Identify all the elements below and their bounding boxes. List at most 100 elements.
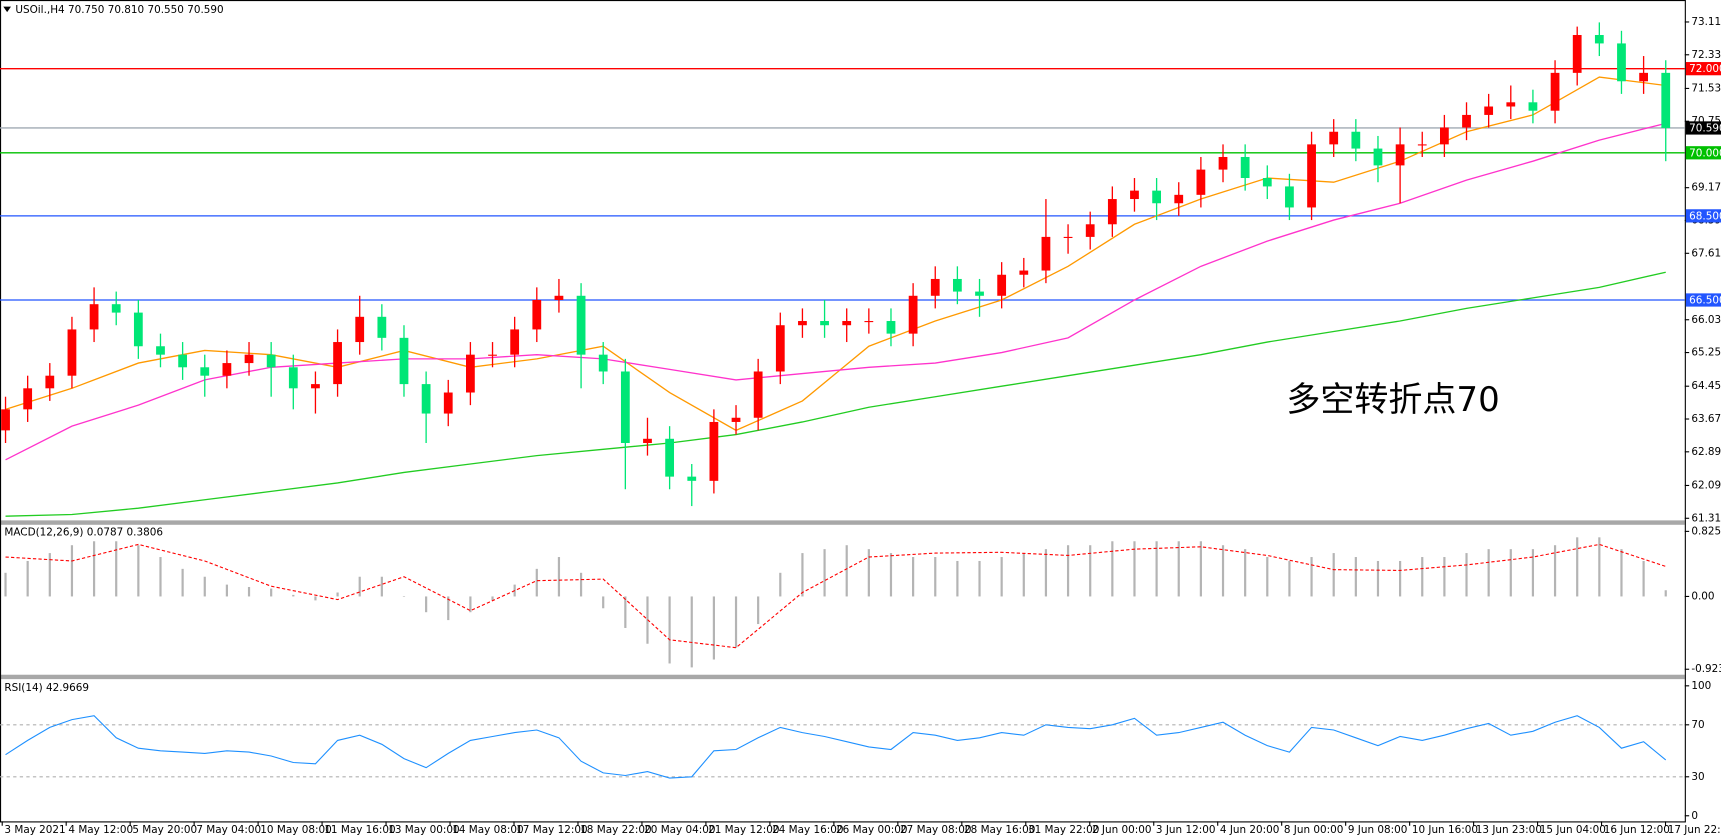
level-label-text: 68.500: [1689, 210, 1721, 222]
candle-body: [1594, 35, 1604, 44]
x-tick-label: 4 May 12:00: [68, 824, 133, 836]
candle-body: [1240, 156, 1250, 179]
macd-histogram-bar: [734, 596, 738, 648]
macd-histogram-bar: [247, 586, 251, 597]
macd-histogram-bar: [1155, 541, 1158, 597]
candle-body: [930, 278, 940, 296]
macd-histogram-bar: [801, 553, 804, 597]
macd-histogram-bar: [1000, 557, 1003, 597]
x-tick-label: 3 May 2021: [4, 824, 65, 836]
x-tick-label: 27 May 08:00: [900, 824, 971, 836]
macd-histogram-bar: [624, 596, 627, 628]
candle-body: [1152, 190, 1162, 204]
macd-histogram-bar: [889, 553, 893, 597]
x-tick-label: 18 May 22:00: [580, 824, 651, 836]
annotation: 多空转折点70: [1286, 380, 1499, 420]
candle-body: [1262, 178, 1272, 187]
level-label-text: 70.000: [1689, 147, 1721, 159]
macd-histogram-bar: [447, 596, 450, 621]
candle-body: [1617, 43, 1626, 82]
candle-body: [1285, 186, 1294, 208]
candle-body: [133, 312, 143, 347]
y-tick-label: 63.670: [1691, 413, 1721, 425]
macd-histogram-bar: [1443, 557, 1446, 597]
macd-histogram-bar: [1332, 553, 1335, 597]
macd-histogram-bar: [1199, 541, 1202, 597]
macd-histogram-bar: [1066, 545, 1070, 597]
x-tick-label: 20 May 04:00: [644, 824, 715, 836]
macd-histogram-bar: [1553, 545, 1557, 597]
y-tick-label: 100: [1691, 680, 1711, 692]
y-tick-label: 71.530: [1691, 82, 1721, 94]
macd-histogram-bar: [203, 576, 206, 597]
candle-body: [643, 438, 652, 443]
candle-body: [1395, 144, 1405, 166]
candle-body: [333, 342, 342, 385]
macd-histogram-bar: [1399, 560, 1402, 597]
macd-histogram-bar: [845, 545, 848, 597]
candle-body: [111, 304, 121, 313]
candle-body: [665, 438, 675, 477]
macd-histogram-bar: [159, 557, 162, 597]
x-tick-label: 8 Jun 00:00: [1284, 824, 1344, 836]
candle-body: [1130, 190, 1139, 200]
y-tick-label: 72.330: [1691, 49, 1721, 61]
candle-body: [222, 363, 232, 376]
candle-body: [775, 325, 785, 372]
macd-histogram-bar: [380, 576, 383, 597]
candle-body: [377, 316, 387, 338]
macd-histogram-bar: [779, 572, 782, 597]
macd-histogram-bar: [1376, 560, 1380, 597]
candle-body: [266, 354, 276, 368]
macd-histogram-bar: [1509, 549, 1512, 597]
candle-body: [1174, 194, 1184, 204]
candle-body: [820, 321, 829, 326]
macd-histogram-bar: [1598, 537, 1601, 597]
macd-histogram-bar: [1244, 549, 1247, 597]
macd-histogram-bar: [491, 596, 494, 601]
macd-histogram-bar: [358, 576, 361, 597]
macd-histogram-bar: [336, 592, 339, 597]
x-tick-label: 10 May 08:00: [260, 824, 331, 836]
y-tick-label: 0.00: [1691, 590, 1714, 602]
candle-body: [598, 354, 608, 372]
level-label-text: 70.590: [1689, 123, 1721, 135]
macd-histogram-bar: [425, 596, 428, 613]
macd-histogram-bar: [26, 560, 29, 597]
candle-body: [156, 346, 165, 355]
x-tick-label: 13 May 00:00: [388, 824, 459, 836]
x-tick-label: 10 Jun 16:00: [1412, 824, 1478, 836]
level-label-box: [1685, 293, 1721, 307]
candle-body: [908, 295, 918, 334]
rsi-title: RSI(14) 42.9669: [4, 682, 89, 694]
main-pane: [0, 22, 1685, 517]
macd-histogram-bar: [1221, 545, 1225, 597]
moving-average: [5, 271, 1666, 517]
macd-histogram-bar: [978, 560, 981, 597]
y-tick-label: 62.890: [1691, 446, 1721, 458]
candle-body: [1572, 35, 1582, 73]
candle-body: [510, 329, 520, 355]
macd-histogram-bar: [668, 596, 671, 664]
candle-body: [753, 371, 763, 418]
macd-histogram-bar: [535, 568, 538, 597]
candle-body: [1373, 148, 1383, 166]
level-label-box: [1685, 209, 1721, 223]
x-tick-label: 11 May 16:00: [324, 824, 395, 836]
macd-histogram-bar: [1266, 557, 1269, 597]
candle-body: [178, 354, 188, 368]
candle-body: [1506, 102, 1516, 107]
macd-histogram-bar: [557, 557, 561, 597]
candle-body: [731, 417, 741, 422]
macd-histogram-bar: [602, 596, 605, 609]
candle-body: [1351, 131, 1361, 149]
candle-body: [1196, 169, 1206, 195]
x-tick-label: 15 Jun 04:00: [1540, 824, 1606, 836]
x-tick-label: 24 May 16:00: [772, 824, 843, 836]
candle-body: [1528, 102, 1538, 111]
x-tick-label: 21 May 12:00: [708, 824, 779, 836]
level-label: 66.500: [1685, 293, 1721, 307]
macd-histogram-bar: [690, 596, 693, 668]
macd-histogram-bar: [867, 549, 870, 597]
